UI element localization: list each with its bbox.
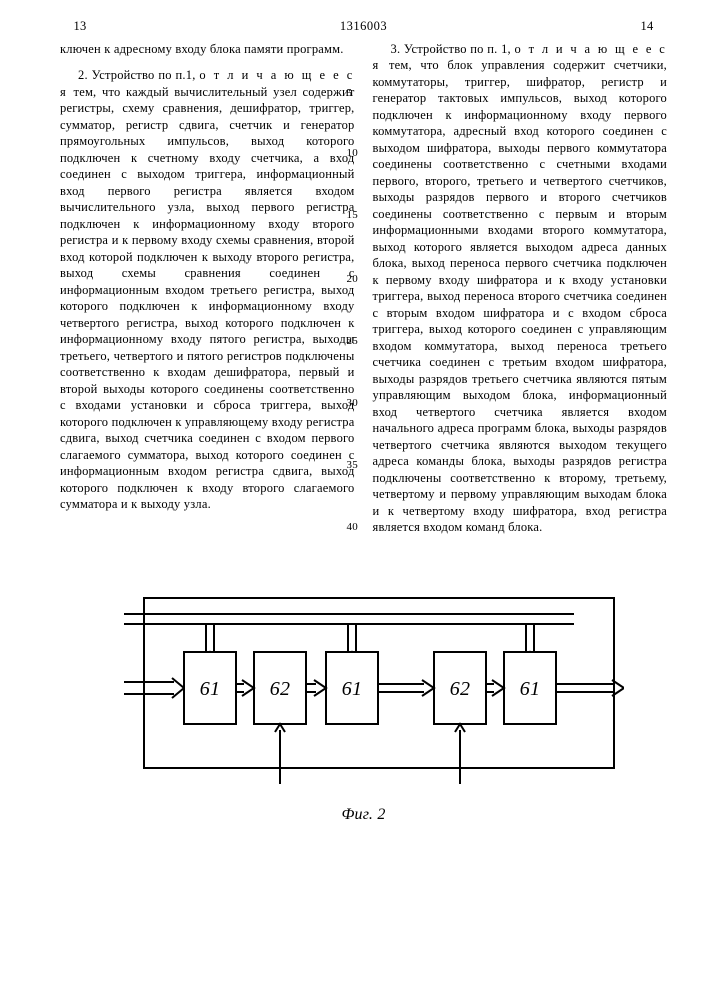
text-columns: ключен к адресному входу блока памяти пр… — [60, 41, 667, 546]
claim-2: 2. Устройство по п.1, о т л и ч а ю щ е … — [60, 67, 355, 513]
document-number: 1316003 — [100, 18, 627, 35]
page: 13 1316003 14 5 10 15 20 25 30 35 40 клю… — [0, 0, 707, 1000]
claim-3: 3. Устройство по п. 1, о т л и ч а ю щ е… — [373, 41, 668, 536]
claim-1-continuation: ключен к адресному входу блока памяти пр… — [60, 41, 355, 58]
page-number-left: 13 — [60, 18, 100, 35]
figure-2: 61 62 61 62 61 Фиг. 2 — [60, 574, 667, 825]
page-number-right: 14 — [627, 18, 667, 35]
figure-2-diagram: 61 62 61 62 61 — [104, 574, 624, 794]
line-marker-40: 40 — [347, 520, 358, 535]
claim-3-lead: 3. Устройство по п. 1, — [391, 42, 515, 56]
right-column: 3. Устройство по п. 1, о т л и ч а ю щ е… — [373, 41, 668, 546]
claim-2-body: тем, что каждый вычислительный узел соде… — [60, 85, 355, 512]
svg-text:61: 61 — [199, 678, 219, 700]
line-marker-15: 15 — [347, 208, 358, 223]
line-marker-20: 20 — [347, 272, 358, 287]
line-marker-30: 30 — [347, 396, 358, 411]
figure-2-caption: Фиг. 2 — [341, 804, 385, 825]
svg-text:62: 62 — [449, 678, 469, 700]
claim-2-lead: 2. Устройство по п.1, — [78, 68, 199, 82]
svg-text:61: 61 — [341, 678, 361, 700]
claim-3-body: тем, что блок управления содержит счетчи… — [373, 58, 668, 534]
svg-text:62: 62 — [269, 678, 289, 700]
left-column: ключен к адресному входу блока памяти пр… — [60, 41, 355, 546]
svg-text:61: 61 — [519, 678, 539, 700]
line-marker-5: 5 — [347, 86, 353, 101]
line-marker-25: 25 — [347, 334, 358, 349]
header: 13 1316003 14 — [60, 18, 667, 35]
line-marker-35: 35 — [347, 458, 358, 473]
line-marker-10: 10 — [347, 146, 358, 161]
